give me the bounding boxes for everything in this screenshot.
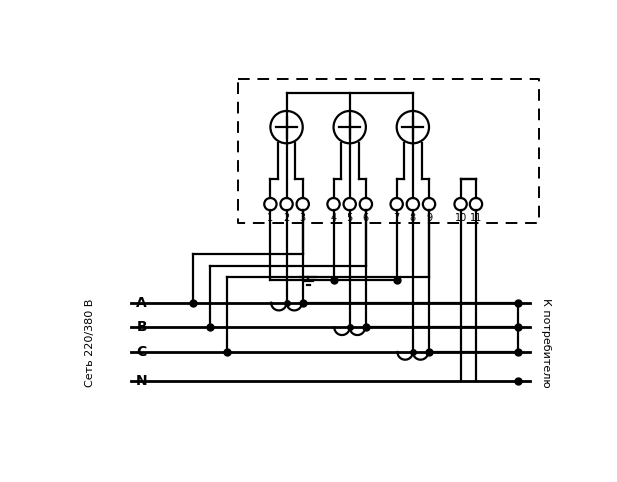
Text: 6: 6 [363,214,369,223]
Text: N: N [136,374,147,388]
Text: 2: 2 [283,214,290,223]
Text: Сеть 220/380 В: Сеть 220/380 В [85,298,95,387]
Text: 3: 3 [300,214,306,223]
Text: B: B [136,321,147,335]
Text: 4: 4 [331,214,337,223]
Text: A: A [136,295,147,310]
Text: 10: 10 [455,214,466,223]
Text: 9: 9 [426,214,432,223]
Text: 1: 1 [267,214,273,223]
Text: 11: 11 [470,214,482,223]
Text: К потребителю: К потребителю [541,298,551,388]
Text: 7: 7 [394,214,400,223]
Text: C: C [137,345,147,359]
Text: 5: 5 [347,214,353,223]
Text: 8: 8 [410,214,416,223]
